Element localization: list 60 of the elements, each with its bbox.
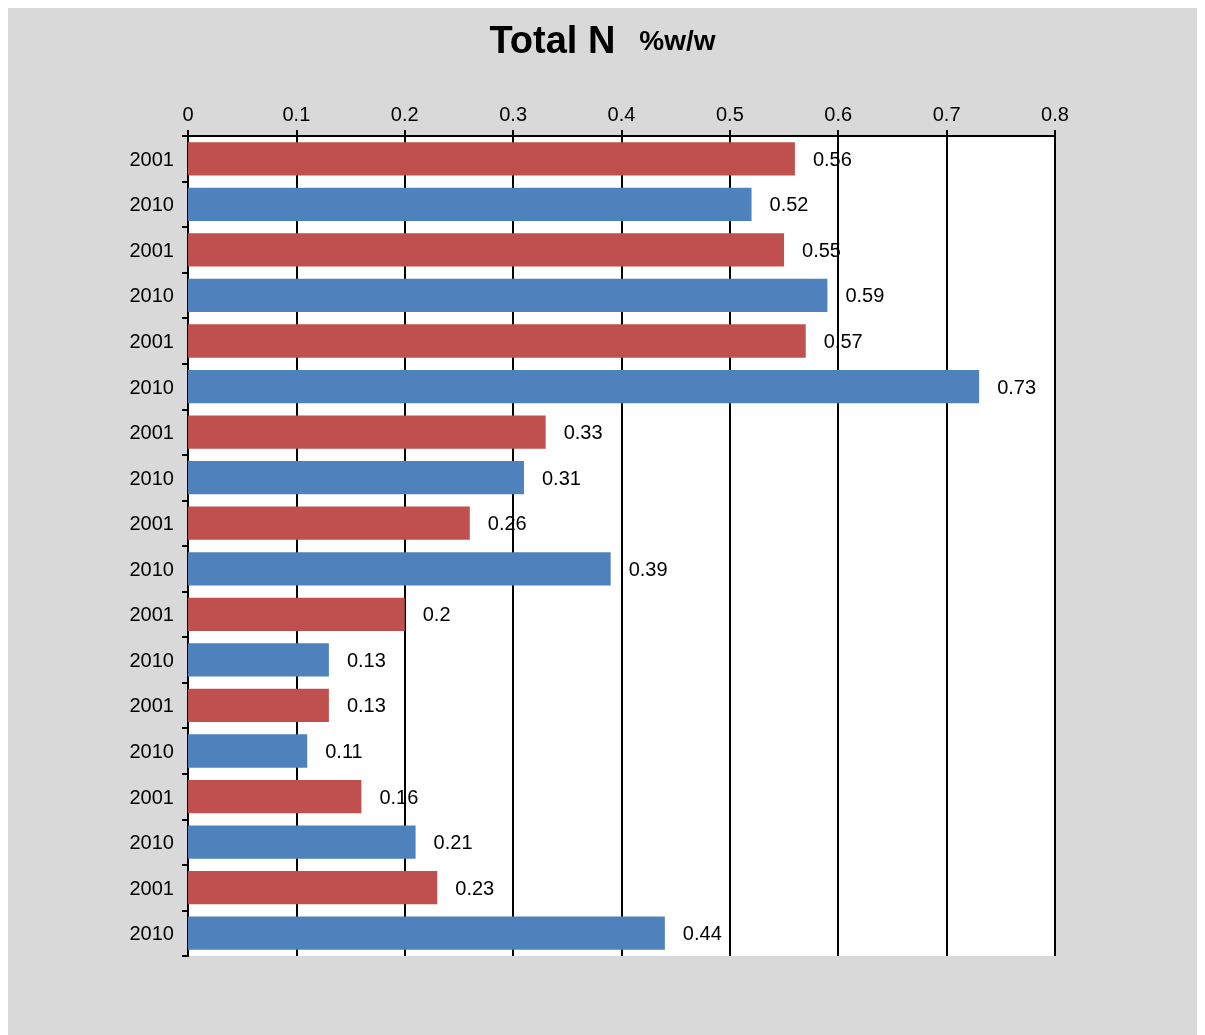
- bar: [188, 734, 308, 768]
- x-tick-label: 0.2: [390, 103, 419, 125]
- x-tick-label: 0.6: [824, 103, 853, 125]
- bar: [188, 187, 752, 221]
- bar: [188, 461, 524, 495]
- y-tick-label: 2010: [129, 557, 174, 580]
- y-tick-label: 2010: [129, 831, 174, 854]
- bar: [188, 552, 611, 586]
- bar: [188, 688, 329, 723]
- y-tick-label: 2010: [129, 193, 174, 216]
- data-label: 0.59: [845, 284, 885, 307]
- bar: [188, 142, 795, 176]
- y-tick-label: 2010: [129, 922, 174, 945]
- bar: [188, 871, 438, 905]
- data-label: 0.52: [769, 193, 809, 216]
- data-label: 0.11: [325, 740, 363, 762]
- x-tick-label: 0.1: [282, 103, 311, 125]
- data-label: 0.2: [422, 603, 451, 626]
- x-tick-label: 0.3: [499, 103, 528, 125]
- bar: [188, 324, 806, 358]
- bar: [188, 233, 785, 267]
- y-tick-label: 2001: [129, 421, 174, 444]
- y-tick-label: 2001: [129, 147, 174, 170]
- y-tick-label: 2001: [129, 876, 174, 899]
- x-tick-label: 0.7: [932, 103, 961, 125]
- bar: [188, 779, 362, 814]
- y-tick-label: 2010: [129, 466, 174, 489]
- y-tick-label: 2001: [129, 512, 174, 535]
- y-tick-label: 2001: [129, 785, 174, 808]
- data-label: 0.31: [541, 466, 581, 489]
- data-label: 0.21: [433, 831, 473, 854]
- bar: [188, 643, 329, 677]
- x-tick-label: 0.5: [715, 103, 744, 125]
- data-label: 0.73: [997, 375, 1037, 398]
- data-label: 0.33: [563, 421, 603, 444]
- chart-title: Total N: [489, 19, 616, 61]
- bar: [188, 825, 416, 859]
- data-label: 0.23: [455, 876, 495, 899]
- y-tick-label: 2001: [129, 694, 174, 717]
- bar: [188, 506, 470, 540]
- y-tick-label: 2010: [129, 740, 174, 762]
- y-tick-label: 2010: [129, 648, 174, 671]
- x-tick-label: 0: [182, 103, 194, 125]
- y-tick-label: 2001: [129, 238, 174, 261]
- data-label: 0.13: [346, 648, 386, 671]
- bar: [188, 415, 546, 449]
- chart-subtitle: %w/w: [639, 24, 716, 56]
- y-tick-label: 2010: [129, 284, 174, 307]
- data-label: 0.13: [346, 694, 386, 717]
- bar: [188, 597, 405, 631]
- bar: [188, 369, 980, 404]
- data-label: 0.44: [682, 922, 722, 945]
- x-tick-label: 0.4: [607, 103, 636, 125]
- y-tick-label: 2001: [129, 603, 174, 626]
- bar: [188, 278, 828, 313]
- x-tick-label: 0.8: [1041, 103, 1069, 125]
- y-tick-label: 2010: [129, 375, 174, 398]
- y-tick-label: 2001: [129, 330, 174, 352]
- bar: [188, 916, 665, 950]
- data-label: 0.39: [628, 557, 668, 580]
